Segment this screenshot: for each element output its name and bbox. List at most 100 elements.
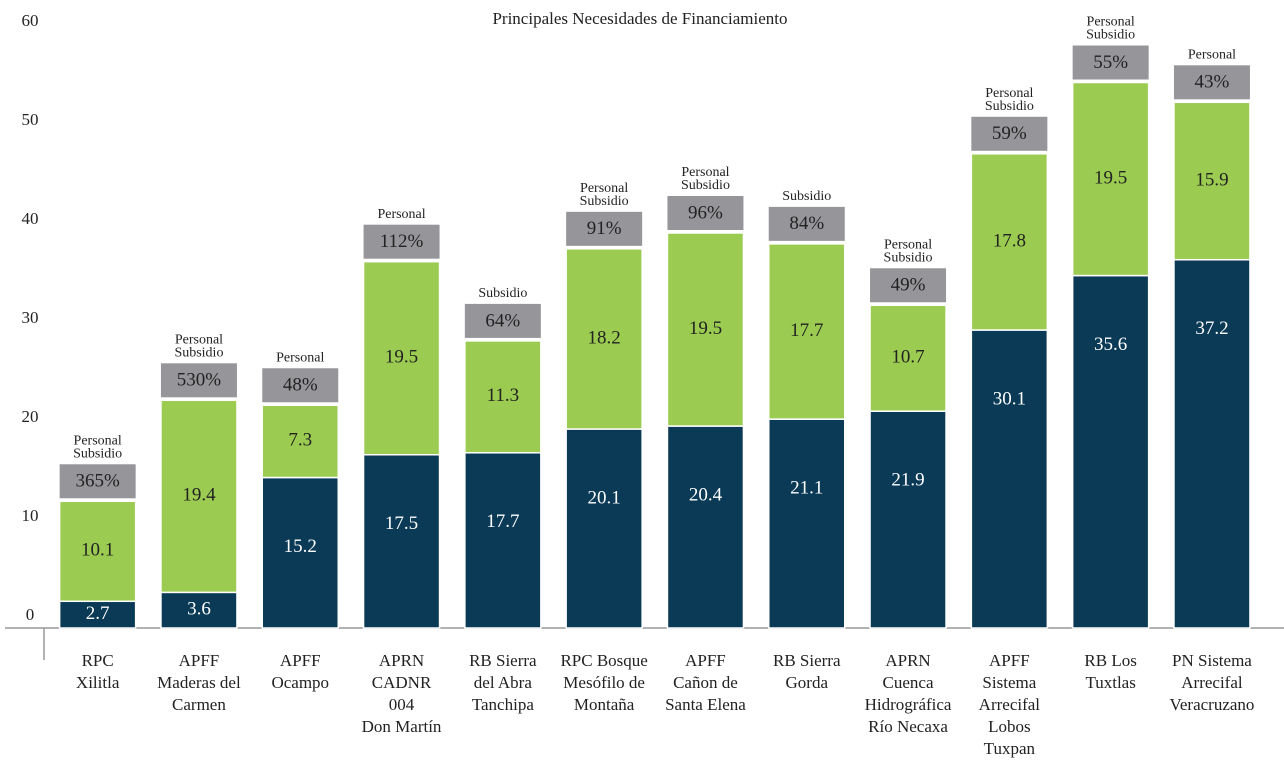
value-label: 19.5 (689, 318, 722, 339)
y-tick-label: 30 (22, 308, 39, 327)
bar-segment (970, 153, 1049, 331)
bar-segment (1071, 274, 1150, 629)
value-label: 11.3 (487, 385, 520, 406)
bar-segment (362, 454, 441, 629)
bar-segment (869, 304, 947, 412)
x-tick-label: Tanchipa (472, 695, 535, 714)
need-label: Personal (580, 181, 628, 196)
y-tick-label: 40 (22, 209, 39, 228)
x-tick-label: Tuxpan (984, 739, 1036, 758)
x-tick-label: Carmen (172, 695, 226, 714)
x-tick-label: APRN (379, 651, 424, 670)
need-label: Personal (276, 350, 324, 365)
percent-box (59, 464, 136, 499)
x-tick-label: Cañon de (673, 673, 738, 692)
need-label: Subsidio (884, 250, 933, 265)
x-tick-label: 004 (389, 695, 415, 714)
percent-box (768, 206, 845, 241)
need-label: Subsidio (782, 189, 831, 204)
need-label: Subsidio (1086, 28, 1135, 43)
x-tick-label: Montaña (574, 695, 635, 714)
x-tick-label: Tuxtlas (1085, 673, 1135, 692)
x-tick-label: Lobos (988, 717, 1031, 736)
bar-segment (261, 476, 339, 629)
need-label: Subsidio (174, 346, 223, 361)
x-tick-label: del Abra (474, 673, 533, 692)
value-label: 17.7 (486, 511, 519, 532)
value-label: 10.1 (81, 540, 114, 561)
need-label: Subsidio (478, 286, 527, 301)
x-tick-label: CADNR (372, 673, 432, 692)
bar-segment (1173, 101, 1251, 261)
need-label: Subsidio (985, 99, 1034, 114)
x-tick-label: RB Sierra (773, 651, 841, 670)
x-tick-label: Cuenca (883, 673, 934, 692)
bar-segment (362, 260, 441, 456)
need-label: Personal (681, 165, 729, 180)
value-label: 21.1 (790, 477, 823, 498)
x-tick-label: Veracruzano (1169, 695, 1254, 714)
value-label: 17.8 (993, 230, 1026, 251)
need-label: Personal (985, 86, 1033, 101)
percent-box (971, 116, 1048, 151)
x-tick-label: RPC Bosque (560, 651, 647, 670)
y-tick-label: 10 (22, 506, 39, 525)
bar-segment (160, 591, 238, 629)
x-tick-label: APFF (179, 651, 220, 670)
value-label: 19.4 (182, 485, 216, 506)
x-tick-label: APRN (885, 651, 930, 670)
percent-label: 48% (283, 375, 318, 396)
x-tick-label: Ocampo (271, 673, 329, 692)
value-label: 15.2 (284, 536, 317, 557)
percent-label: 84% (789, 213, 824, 234)
percent-label: 112% (380, 231, 424, 252)
need-label: Personal (1087, 15, 1135, 30)
x-tick-label: APFF (280, 651, 321, 670)
value-label: 35.6 (1094, 334, 1127, 355)
y-tick-label: 20 (22, 407, 39, 426)
need-label: Personal (74, 433, 122, 448)
bar-segment (464, 452, 542, 629)
x-tick-label: PN Sistema (1172, 651, 1252, 670)
percent-label: 49% (891, 275, 926, 296)
percent-box (667, 195, 744, 230)
need-label: Subsidio (681, 178, 730, 193)
percent-label: 55% (1093, 52, 1128, 73)
value-label: 7.3 (288, 430, 312, 451)
value-label: 2.7 (86, 603, 110, 624)
x-tick-label: Santa Elena (665, 695, 746, 714)
chart-title: Principales Necesidades de Financiamient… (492, 9, 787, 28)
x-tick-label: Don Martín (362, 717, 442, 736)
percent-box (160, 363, 237, 398)
percent-label: 96% (688, 202, 723, 223)
x-tick-label: Gorda (786, 673, 829, 692)
x-tick-label: Mesófilo de (563, 673, 645, 692)
percent-label: 59% (992, 123, 1027, 144)
bar-segment (666, 425, 745, 629)
y-tick-label: 0 (26, 605, 35, 624)
bar-segment (58, 500, 137, 603)
x-tick-label: RB Los (1084, 651, 1136, 670)
percent-label: 365% (75, 471, 120, 492)
x-tick-label: Sistema (982, 673, 1036, 692)
x-tick-label: APFF (989, 651, 1030, 670)
need-label: Personal (1188, 48, 1236, 63)
bar-segment (565, 248, 643, 430)
value-label: 3.6 (187, 599, 211, 620)
need-label: Subsidio (73, 446, 122, 461)
x-tick-label: RB Sierra (469, 651, 537, 670)
percent-box (566, 211, 643, 246)
value-label: 18.2 (588, 327, 621, 348)
percent-box (464, 303, 541, 338)
bar-segment (666, 232, 745, 427)
x-tick-label: Arrecifal (1181, 673, 1243, 692)
value-label: 37.2 (1195, 318, 1228, 339)
value-label: 19.5 (1094, 167, 1127, 188)
x-tick-label: Hidrográfica (865, 695, 952, 714)
value-label: 30.1 (993, 388, 1026, 409)
y-tick-label: 50 (22, 110, 39, 129)
need-label: Personal (175, 333, 223, 348)
value-label: 15.9 (1195, 169, 1228, 190)
x-tick-label: APFF (685, 651, 726, 670)
